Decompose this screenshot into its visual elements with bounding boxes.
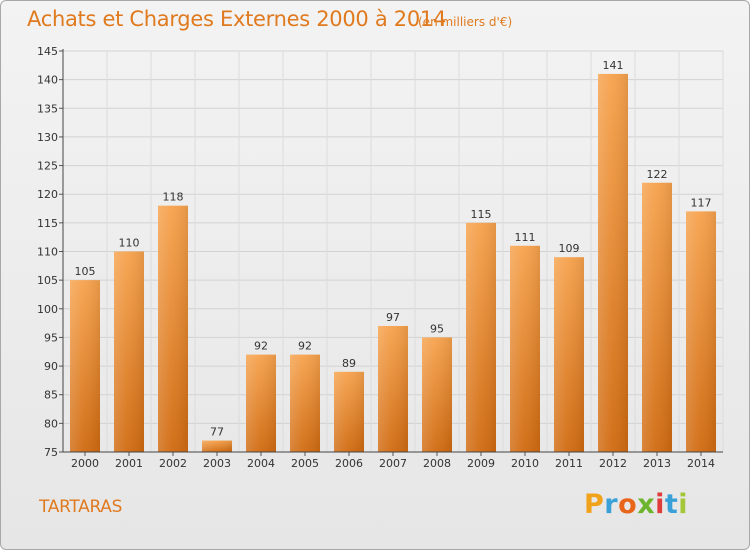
bar-shine — [642, 182, 672, 452]
bar-value-label: 97 — [386, 311, 400, 324]
y-tick-label: 85 — [44, 389, 58, 402]
bar-shine — [246, 354, 276, 452]
x-tick-label: 2002 — [159, 457, 187, 470]
bar-value-label: 110 — [119, 237, 140, 250]
chart-subtitle: (en milliers d'€) — [418, 15, 513, 29]
logo-letter: o — [618, 489, 638, 520]
x-tick-label: 2011 — [555, 457, 583, 470]
y-tick-label: 130 — [37, 131, 58, 144]
y-tick-label: 120 — [37, 188, 58, 201]
commune-name: TARTARAS — [39, 497, 123, 517]
bar-shine — [466, 222, 496, 452]
x-tick-label: 2004 — [247, 457, 275, 470]
bar-shine — [598, 73, 628, 453]
y-tick-label: 100 — [37, 303, 58, 316]
bar-value-label: 95 — [430, 322, 444, 335]
proxiti-logo: Proxiti — [584, 489, 688, 520]
bar-value-label: 89 — [342, 357, 356, 370]
x-tick-label: 2000 — [71, 457, 99, 470]
bar-shine — [158, 205, 188, 452]
bars: 105 110 118 77 92 92 89 97 95 115 111 109 141 122 117 — [70, 59, 716, 453]
bar-shine — [114, 251, 144, 452]
logo-letter: P — [584, 489, 605, 520]
bar-value-label: 92 — [254, 340, 268, 353]
y-tick-label: 110 — [37, 246, 58, 259]
bar-value-label: 77 — [210, 426, 224, 439]
logo-letter: i — [655, 489, 665, 520]
logo-letter: t — [664, 489, 679, 520]
bar-shine — [334, 371, 364, 452]
x-tick-label: 2010 — [511, 457, 539, 470]
y-tick-label: 140 — [37, 74, 58, 87]
bar-shine — [686, 211, 716, 452]
bar-value-label: 92 — [298, 340, 312, 353]
bar-value-label: 111 — [515, 231, 536, 244]
x-tick-label: 2012 — [599, 457, 627, 470]
x-tick-label: 2006 — [335, 457, 363, 470]
logo-letter: r — [604, 489, 619, 520]
bar-shine — [422, 337, 452, 452]
logo-letter: x — [637, 489, 656, 520]
y-tick-label: 95 — [44, 331, 58, 344]
y-tick-label: 115 — [37, 217, 58, 230]
x-tick-label: 2007 — [379, 457, 407, 470]
logo-letter: i — [678, 489, 689, 520]
y-tick-label: 125 — [37, 160, 58, 173]
y-tick-label: 75 — [44, 446, 58, 459]
y-tick-label: 80 — [44, 417, 58, 430]
bar-value-label: 115 — [471, 208, 492, 221]
x-tick-label: 2014 — [687, 457, 715, 470]
y-tick-label: 145 — [37, 45, 58, 58]
bar-shine — [510, 245, 540, 452]
bar-shine — [290, 354, 320, 452]
bar-shine — [70, 280, 100, 452]
x-tick-label: 2003 — [203, 457, 231, 470]
y-tick-label: 90 — [44, 360, 58, 373]
bar-value-label: 117 — [691, 196, 712, 209]
y-tick-label: 135 — [37, 102, 58, 115]
bar-shine — [378, 325, 408, 452]
y-tick-label: 105 — [37, 274, 58, 287]
bar-value-label: 109 — [559, 242, 580, 255]
bar-value-label: 118 — [163, 191, 184, 204]
x-tick-label: 2008 — [423, 457, 451, 470]
x-tick-label: 2005 — [291, 457, 319, 470]
bar-value-label: 141 — [603, 59, 624, 72]
bar-shine — [202, 440, 232, 452]
axes: 75 80 85 90 95 100 105 110 115 120 125 130 135 140 145… — [37, 45, 723, 470]
x-tick-label: 2001 — [115, 457, 143, 470]
bar-value-label: 122 — [647, 168, 668, 181]
chart-title: Achats et Charges Externes 2000 à 2014 — [27, 7, 447, 31]
bar-shine — [554, 257, 584, 452]
bar-value-label: 105 — [75, 265, 96, 278]
x-tick-label: 2013 — [643, 457, 671, 470]
x-tick-label: 2009 — [467, 457, 495, 470]
